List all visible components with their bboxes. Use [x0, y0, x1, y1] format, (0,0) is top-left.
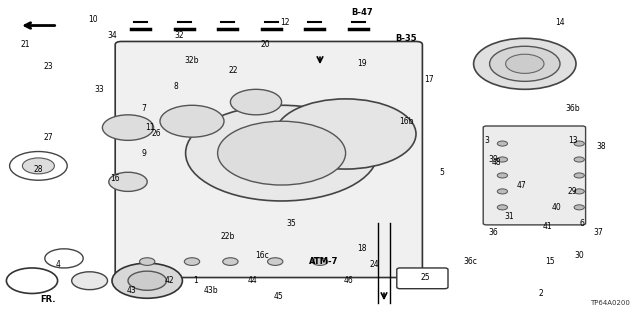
- Text: 25: 25: [420, 273, 431, 282]
- Text: 19: 19: [356, 59, 367, 68]
- Text: TP64A0200: TP64A0200: [591, 300, 630, 306]
- Circle shape: [497, 157, 508, 162]
- Text: FR.: FR.: [40, 295, 56, 304]
- Circle shape: [474, 38, 576, 89]
- Circle shape: [184, 258, 200, 265]
- Text: 21: 21: [21, 40, 30, 49]
- Text: ATM-7: ATM-7: [308, 257, 338, 266]
- Circle shape: [223, 258, 238, 265]
- Circle shape: [497, 189, 508, 194]
- Circle shape: [574, 173, 584, 178]
- Text: 9: 9: [141, 149, 147, 158]
- Text: 23: 23: [43, 63, 53, 71]
- Text: 11: 11: [146, 123, 155, 132]
- Circle shape: [230, 89, 282, 115]
- Circle shape: [497, 205, 508, 210]
- Circle shape: [140, 258, 155, 265]
- Text: 30: 30: [574, 251, 584, 260]
- Text: 43b: 43b: [204, 286, 218, 295]
- Circle shape: [112, 263, 182, 298]
- Text: 12: 12: [280, 18, 289, 27]
- Circle shape: [186, 105, 378, 201]
- Circle shape: [497, 141, 508, 146]
- Circle shape: [128, 271, 166, 290]
- Text: 36: 36: [488, 228, 498, 237]
- Text: 27: 27: [43, 133, 53, 142]
- Text: 8: 8: [173, 82, 179, 91]
- Text: 10: 10: [88, 15, 98, 24]
- Circle shape: [506, 54, 544, 73]
- Text: 16: 16: [110, 174, 120, 183]
- Text: B-35: B-35: [396, 34, 417, 43]
- Circle shape: [160, 105, 224, 137]
- Text: 6: 6: [580, 219, 585, 228]
- Text: 14: 14: [555, 18, 565, 27]
- Text: 29: 29: [568, 187, 578, 196]
- Text: 45: 45: [273, 292, 284, 301]
- Text: 22: 22: [229, 66, 238, 75]
- Text: 32: 32: [174, 31, 184, 40]
- Text: 36c: 36c: [463, 257, 477, 266]
- Circle shape: [497, 173, 508, 178]
- Text: 3: 3: [484, 136, 489, 145]
- Text: 18: 18: [357, 244, 366, 253]
- Text: 22b: 22b: [220, 232, 234, 241]
- Circle shape: [22, 158, 54, 174]
- Circle shape: [490, 46, 560, 81]
- Circle shape: [574, 157, 584, 162]
- Text: 16c: 16c: [255, 251, 269, 260]
- FancyBboxPatch shape: [397, 268, 448, 289]
- Circle shape: [574, 205, 584, 210]
- Text: 34: 34: [107, 31, 117, 40]
- Text: 7: 7: [141, 104, 147, 113]
- Text: 33: 33: [94, 85, 104, 94]
- Text: 32b: 32b: [185, 56, 199, 65]
- Text: 20: 20: [260, 40, 271, 49]
- Text: 1: 1: [193, 276, 198, 285]
- Text: 4: 4: [55, 260, 60, 269]
- Text: 5: 5: [439, 168, 444, 177]
- Text: 31: 31: [504, 212, 514, 221]
- Text: 43: 43: [126, 286, 136, 295]
- Circle shape: [72, 272, 108, 290]
- Text: 39: 39: [488, 155, 498, 164]
- Circle shape: [218, 121, 346, 185]
- Text: 13: 13: [568, 136, 578, 145]
- Text: 47: 47: [516, 181, 527, 189]
- Text: 26: 26: [152, 130, 162, 138]
- Circle shape: [102, 115, 154, 140]
- Text: 37: 37: [593, 228, 604, 237]
- Circle shape: [109, 172, 147, 191]
- FancyBboxPatch shape: [483, 126, 586, 225]
- Text: 40: 40: [552, 203, 562, 212]
- Circle shape: [574, 141, 584, 146]
- Text: 41: 41: [542, 222, 552, 231]
- FancyBboxPatch shape: [115, 41, 422, 278]
- Text: 17: 17: [424, 75, 434, 84]
- Text: 48: 48: [491, 158, 501, 167]
- Circle shape: [275, 99, 416, 169]
- Text: 42: 42: [164, 276, 175, 285]
- Text: B-47: B-47: [351, 8, 372, 17]
- Text: 28: 28: [34, 165, 43, 174]
- Text: 24: 24: [369, 260, 380, 269]
- Circle shape: [312, 258, 328, 265]
- Circle shape: [268, 258, 283, 265]
- Text: 16b: 16b: [399, 117, 413, 126]
- Text: 46: 46: [344, 276, 354, 285]
- Text: 44: 44: [248, 276, 258, 285]
- Text: 35: 35: [286, 219, 296, 228]
- Circle shape: [574, 189, 584, 194]
- Text: 15: 15: [545, 257, 556, 266]
- Text: 2: 2: [538, 289, 543, 298]
- Text: 36b: 36b: [566, 104, 580, 113]
- Text: 38: 38: [596, 142, 607, 151]
